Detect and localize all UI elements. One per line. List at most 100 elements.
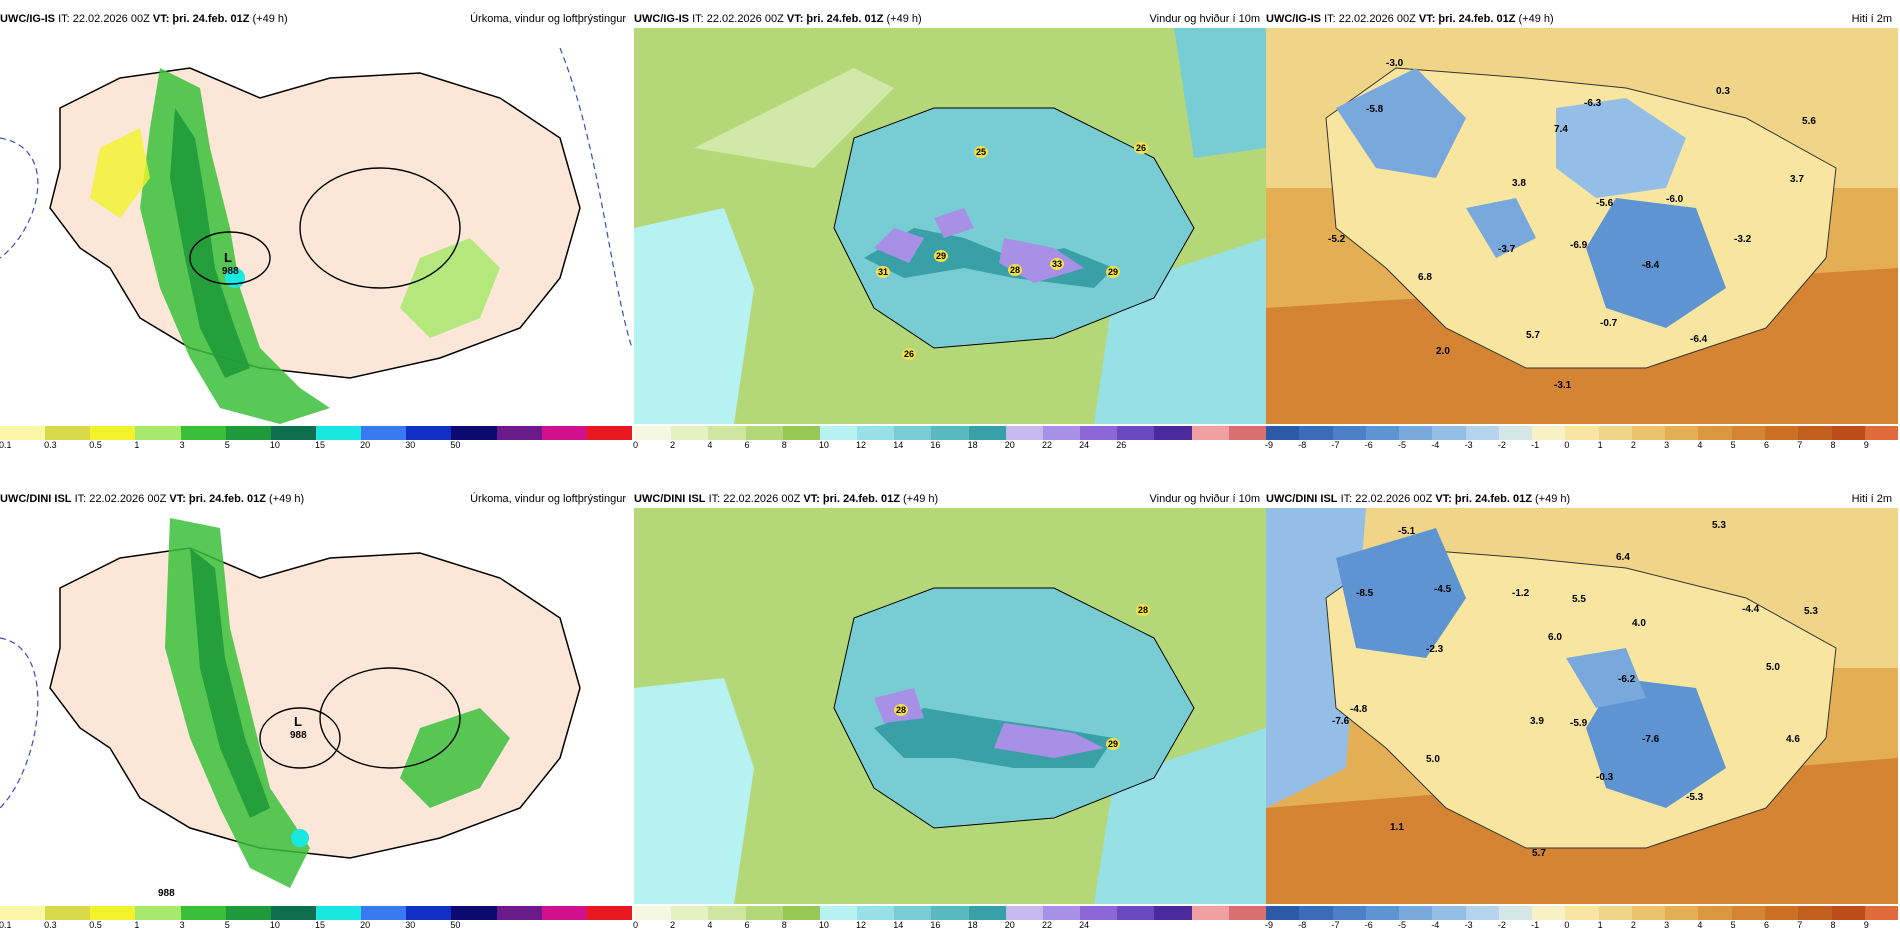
colorbar-tick-label: 0.5 bbox=[89, 920, 102, 930]
cold-area-westfjords bbox=[1336, 68, 1466, 178]
colorbar-tick-label: 2 bbox=[670, 440, 676, 450]
colorbar-tick-label: -5 bbox=[1398, 920, 1407, 930]
temp-label: 1.1 bbox=[1390, 822, 1404, 833]
colorbar-tick-label: 1 bbox=[1597, 440, 1603, 450]
temp-label: -5.8 bbox=[1366, 104, 1384, 115]
colorbar-tick-label: 8 bbox=[1830, 440, 1836, 450]
colorbar-swatch bbox=[1117, 426, 1155, 440]
colorbar-swatch bbox=[225, 906, 271, 920]
panel-header: UWC/IG-IS IT: 22.02.2026 00Z VT: þri. 24… bbox=[1266, 10, 1898, 28]
init-time: IT: 22.02.2026 00Z bbox=[58, 13, 150, 25]
low-pressure-value: 988 bbox=[222, 266, 239, 277]
colorbar-ticks: -9 -8 -7 -6 -5 -4 -3 -2 -1 0 1 2 3 4 5 6 7 8 9 bbox=[1265, 920, 1898, 932]
temp-label: -8.4 bbox=[1642, 260, 1660, 271]
gust-label: 29 bbox=[1106, 738, 1121, 750]
colorbar-tick-label: 4 bbox=[1697, 440, 1703, 450]
temp-label: 5.7 bbox=[1526, 330, 1540, 341]
colorbar-tick-label: 4 bbox=[707, 920, 713, 930]
colorbar-tick-label: 8 bbox=[1830, 920, 1836, 930]
colorbar-tick-label: 0.1 bbox=[0, 440, 12, 450]
colorbar-swatch bbox=[541, 906, 587, 920]
colorbar-tick-label: 8 bbox=[781, 920, 787, 930]
colorbar-ticks: -9 -8 -7 -6 -5 -4 -3 -2 -1 0 1 2 3 4 5 6 7 8 9 bbox=[1265, 440, 1898, 452]
valid-time: þri. 24.feb. 01Z bbox=[188, 493, 266, 505]
colorbar-tick-label: -4 bbox=[1431, 440, 1440, 450]
low-pressure-value: 988 bbox=[158, 888, 175, 899]
colorbar-swatch bbox=[1005, 426, 1043, 440]
precip-colorbar bbox=[0, 906, 632, 920]
gust-area bbox=[934, 208, 974, 238]
panel-title: Hiti í 2m bbox=[1851, 13, 1892, 25]
colorbar-tick-label: 0 bbox=[633, 440, 639, 450]
colorbar-ticks: 0 2 4 6 8 10 12 14 16 18 20 22 24 26 bbox=[633, 440, 1266, 452]
temp-label: -6.2 bbox=[1618, 674, 1636, 685]
colorbar-swatch bbox=[361, 906, 407, 920]
colorbar-swatch bbox=[1598, 426, 1632, 440]
colorbar-swatch bbox=[708, 906, 746, 920]
precip-map: L 988 988 bbox=[0, 508, 632, 904]
temp-label: 3.7 bbox=[1790, 174, 1804, 185]
low-pressure-letter: L bbox=[224, 250, 232, 265]
precip-peak bbox=[291, 829, 309, 847]
model-name: UWC/DINI ISL bbox=[1266, 493, 1338, 505]
colorbar-swatch bbox=[1864, 906, 1899, 920]
temp-label: 6.8 bbox=[1418, 272, 1432, 283]
colorbar-swatch bbox=[1365, 426, 1400, 440]
colorbar-swatch bbox=[1798, 906, 1832, 920]
init-time: IT: 22.02.2026 00Z bbox=[1340, 493, 1433, 505]
panel-header: UWC/IG-IS IT: 22.02.2026 00Z VT: þri. 24… bbox=[0, 10, 632, 28]
temp-label: -8.5 bbox=[1356, 588, 1374, 599]
colorbar-swatch bbox=[819, 426, 858, 440]
temp-label: 6.0 bbox=[1548, 632, 1562, 643]
colorbar-tick-label: 6 bbox=[1763, 920, 1769, 930]
colorbar-swatch bbox=[968, 906, 1006, 920]
wind-colorbar bbox=[634, 906, 1266, 920]
colorbar-swatch bbox=[135, 906, 181, 920]
colorbar-swatch bbox=[270, 426, 316, 440]
colorbar-tick-label: 10 bbox=[818, 440, 829, 450]
temp-label: -6.9 bbox=[1570, 240, 1588, 251]
colorbar-swatch bbox=[1465, 906, 1499, 920]
colorbar-swatch bbox=[1864, 426, 1899, 440]
colorbar-swatch bbox=[1005, 906, 1043, 920]
gust-label: 29 bbox=[1106, 266, 1121, 278]
colorbar-tick-label: 18 bbox=[967, 440, 978, 450]
colorbar-tick-label: 10 bbox=[269, 920, 280, 930]
isotherm-line bbox=[559, 47, 632, 349]
temp-label: 4.6 bbox=[1786, 734, 1800, 745]
init-time: IT: 22.02.2026 00Z bbox=[1324, 13, 1416, 25]
colorbar-tick-label: -4 bbox=[1431, 920, 1440, 930]
precip-colorbar bbox=[0, 426, 632, 440]
colorbar-tick-label: -7 bbox=[1331, 920, 1340, 930]
valid-time: þri. 24.feb. 01Z bbox=[172, 13, 250, 25]
colorbar-tick-label: 9 bbox=[1863, 920, 1869, 930]
isotherm-line bbox=[0, 137, 39, 259]
panel-header: UWC/DINI ISL IT: 22.02.2026 00Z VT: þri.… bbox=[634, 490, 1266, 508]
colorbar-swatch bbox=[45, 906, 91, 920]
temp-label: -3.0 bbox=[1386, 58, 1404, 69]
temp-band-west bbox=[1266, 508, 1366, 808]
colorbar-swatch bbox=[1465, 426, 1499, 440]
temp-map: -3.0 -5.8 -6.3 0.3 5.6 7.4 3.8 -5.6 -6.0… bbox=[1266, 28, 1898, 424]
colorbar-swatch bbox=[1299, 426, 1333, 440]
colorbar-swatch bbox=[782, 906, 820, 920]
colorbar-swatch bbox=[1332, 906, 1366, 920]
colorbar-ticks: 0.1 0.3 0.5 1 3 5 10 15 20 30 50 bbox=[0, 440, 632, 452]
panel-header: UWC/IG-IS IT: 22.02.2026 00Z VT: þri. 24… bbox=[634, 10, 1266, 28]
colorbar-swatch bbox=[894, 906, 932, 920]
temp-label: -3.1 bbox=[1554, 380, 1572, 391]
wind-zone-sw bbox=[634, 208, 754, 424]
colorbar-swatch bbox=[1798, 426, 1832, 440]
valid-label: VT: bbox=[803, 493, 820, 505]
lead-time: (+49 h) bbox=[269, 493, 305, 505]
colorbar-swatch bbox=[496, 426, 542, 440]
colorbar-swatch bbox=[1154, 426, 1192, 440]
precip-west bbox=[90, 128, 150, 218]
colorbar-swatch bbox=[1565, 426, 1599, 440]
gust-label: 28 bbox=[1136, 604, 1151, 616]
temp-label: -0.3 bbox=[1596, 772, 1614, 783]
temp-label: 2.0 bbox=[1436, 346, 1450, 357]
temp-label: -5.9 bbox=[1570, 718, 1588, 729]
colorbar-swatch bbox=[894, 426, 932, 440]
colorbar-tick-label: 2 bbox=[1630, 440, 1636, 450]
